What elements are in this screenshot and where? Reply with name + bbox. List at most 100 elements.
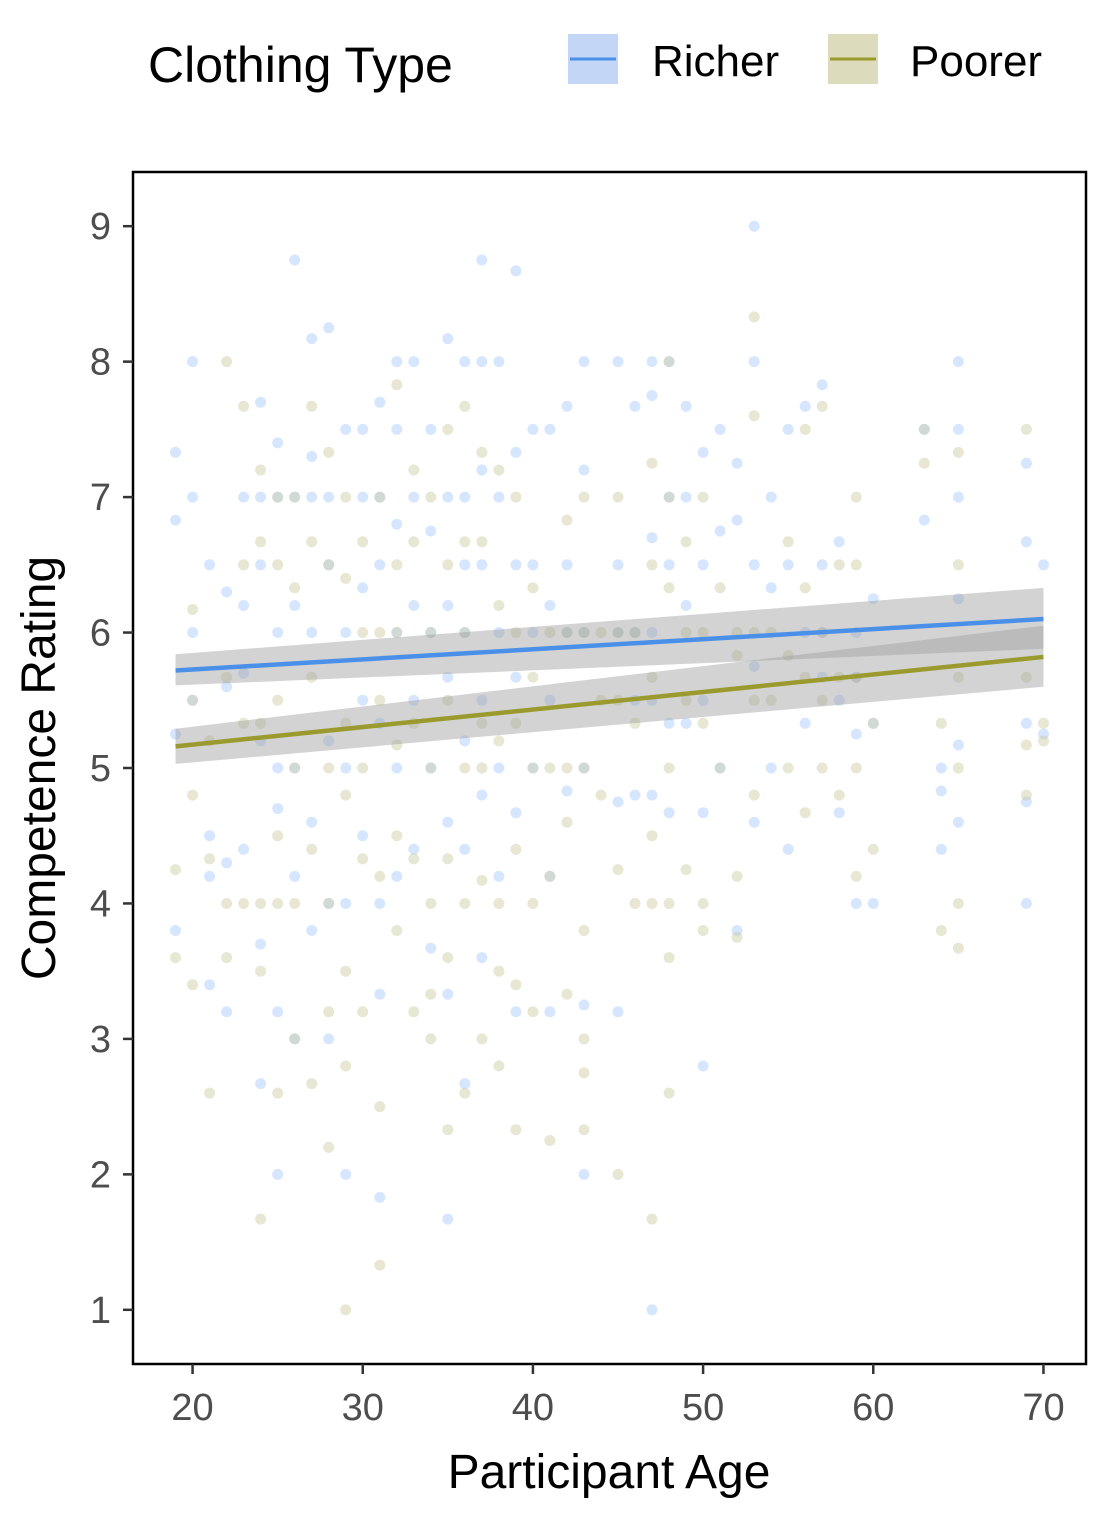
point-poorer-130: [578, 1124, 590, 1136]
point-poorer-154: [663, 1087, 675, 1099]
point-richer-110: [510, 265, 522, 277]
point-poorer-119: [561, 514, 573, 526]
x-tick-label-70: 70: [1022, 1387, 1064, 1429]
point-richer-107: [493, 627, 505, 638]
point-poorer-196: [867, 717, 879, 729]
point-richer-121: [544, 600, 556, 611]
point-richer-160: [697, 446, 709, 458]
point-poorer-158: [680, 864, 692, 876]
point-richer-157: [680, 491, 692, 503]
point-poorer-78: [425, 988, 437, 1000]
point-poorer-60: [374, 870, 386, 882]
point-richer-32: [272, 1168, 284, 1180]
x-tick-label-30: 30: [342, 1387, 384, 1429]
point-richer-63: [374, 559, 386, 571]
point-richer-104: [476, 952, 488, 964]
point-richer-35: [289, 600, 301, 611]
point-poorer-143: [646, 559, 658, 571]
point-richer-56: [357, 423, 369, 435]
point-poorer-108: [510, 979, 522, 991]
point-richer-170: [731, 925, 743, 936]
point-poorer-204: [952, 671, 964, 683]
confidence-band-richer: [175, 587, 1044, 686]
point-poorer-126: [578, 762, 590, 774]
point-richer-137: [612, 627, 624, 638]
point-richer-28: [272, 627, 284, 638]
point-richer-109: [493, 870, 505, 882]
point-poorer-153: [663, 952, 675, 964]
legend-title: Clothing Type: [148, 37, 453, 93]
point-poorer-142: [646, 457, 658, 469]
point-poorer-181: [799, 582, 811, 594]
point-poorer-93: [476, 536, 488, 548]
point-richer-88: [442, 816, 454, 828]
y-tick-label-5: 5: [90, 748, 111, 790]
point-richer-8: [204, 559, 216, 571]
point-poorer-21: [255, 965, 267, 977]
point-poorer-180: [799, 423, 811, 435]
point-poorer-160: [697, 627, 709, 638]
point-poorer-87: [459, 536, 471, 548]
point-richer-158: [680, 600, 692, 611]
point-poorer-168: [731, 870, 743, 882]
point-poorer-170: [748, 311, 760, 323]
point-poorer-194: [850, 762, 862, 774]
point-richer-93: [459, 559, 471, 571]
point-poorer-138: [612, 1168, 624, 1180]
point-poorer-208: [1020, 423, 1032, 435]
point-poorer-110: [527, 582, 539, 594]
point-richer-44: [306, 925, 318, 936]
point-richer-212: [1020, 717, 1032, 729]
point-richer-195: [850, 898, 862, 909]
point-poorer-147: [646, 1213, 658, 1225]
point-poorer-94: [476, 717, 488, 729]
point-richer-106: [493, 491, 505, 503]
point-poorer-209: [1020, 671, 1032, 683]
point-poorer-111: [527, 671, 539, 683]
point-poorer-137: [612, 864, 624, 876]
point-richer-166: [714, 525, 726, 537]
point-richer-205: [952, 423, 964, 435]
point-richer-156: [680, 400, 692, 412]
point-richer-25: [255, 1078, 267, 1090]
point-poorer-9: [221, 356, 233, 368]
point-richer-152: [663, 491, 675, 503]
point-richer-216: [1038, 728, 1049, 740]
point-poorer-45: [340, 491, 352, 503]
point-poorer-203: [952, 559, 964, 571]
point-richer-132: [578, 762, 590, 774]
point-poorer-42: [323, 898, 335, 909]
point-poorer-20: [255, 898, 267, 909]
point-richer-0: [170, 446, 181, 458]
point-poorer-33: [289, 1033, 301, 1045]
point-poorer-199: [918, 457, 930, 469]
point-poorer-63: [391, 379, 403, 391]
point-poorer-32: [289, 898, 301, 909]
x-axis-title: Participant Age: [448, 1446, 771, 1499]
point-poorer-140: [629, 717, 641, 729]
point-poorer-187: [816, 762, 828, 774]
point-richer-133: [578, 999, 590, 1011]
point-poorer-14: [238, 559, 250, 571]
point-poorer-68: [391, 925, 403, 936]
point-richer-84: [442, 333, 454, 345]
y-tick-label-1: 1: [90, 1290, 111, 1332]
point-poorer-114: [527, 1006, 539, 1018]
point-richer-213: [1020, 796, 1032, 808]
point-richer-102: [476, 694, 488, 706]
point-poorer-91: [459, 1087, 471, 1099]
point-poorer-125: [578, 627, 590, 638]
trend-line-poorer: [175, 654, 1044, 749]
point-richer-51: [340, 423, 352, 435]
point-poorer-211: [1020, 789, 1032, 801]
point-richer-47: [323, 559, 335, 571]
point-poorer-48: [340, 789, 352, 801]
point-poorer-183: [799, 807, 811, 819]
point-richer-165: [714, 423, 726, 435]
point-poorer-64: [391, 559, 403, 571]
point-poorer-118: [544, 1135, 556, 1146]
point-poorer-109: [510, 1124, 522, 1136]
point-richer-146: [646, 532, 658, 544]
point-richer-131: [578, 627, 590, 638]
point-poorer-113: [527, 898, 539, 909]
